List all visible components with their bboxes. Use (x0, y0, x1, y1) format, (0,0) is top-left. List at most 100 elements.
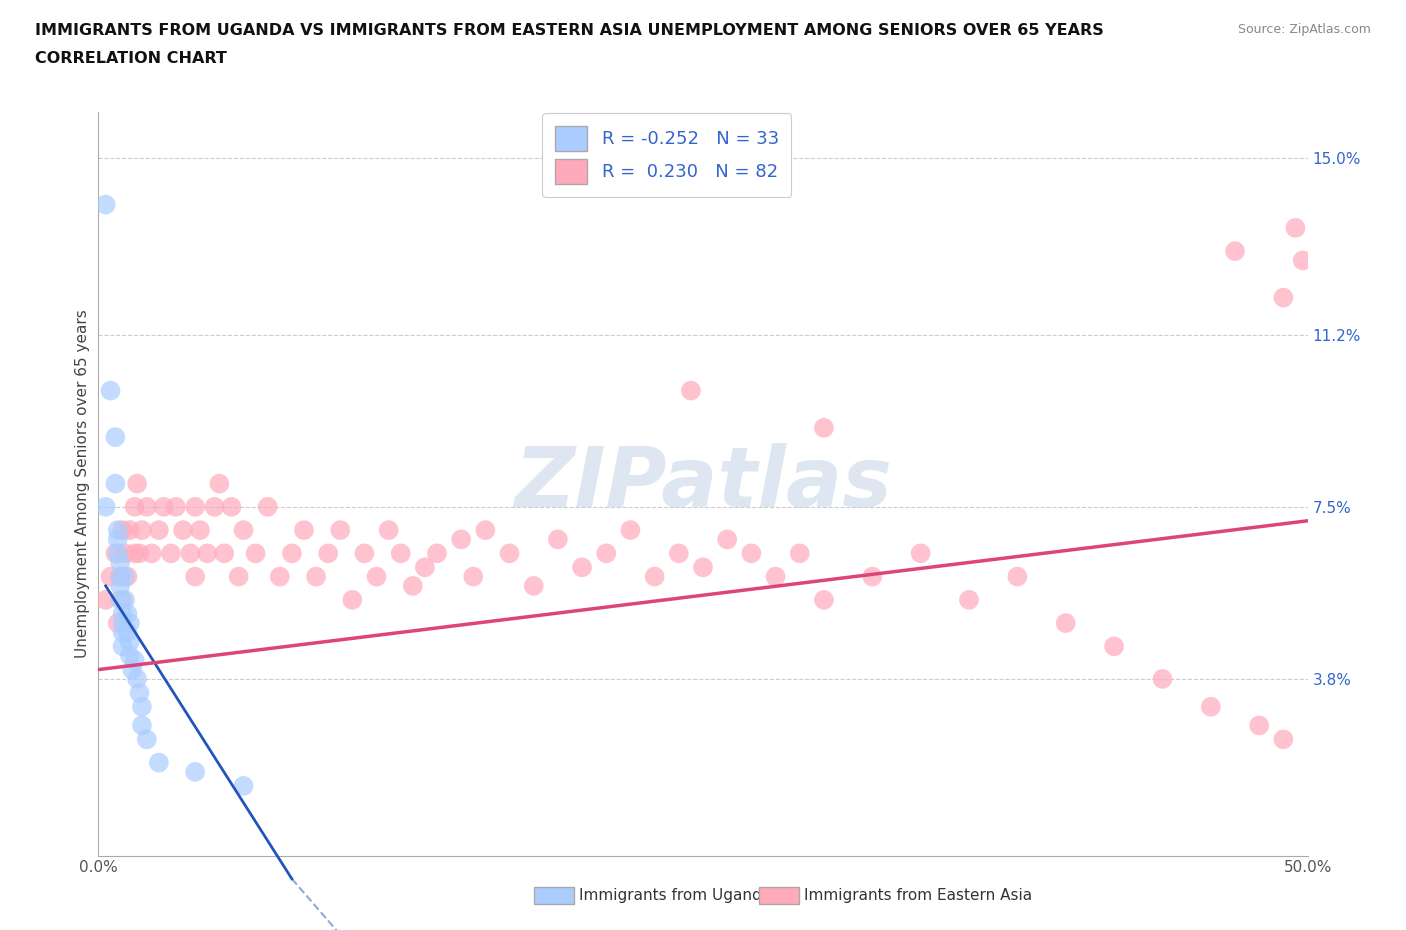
Point (1199, 699, 1222, 714)
Point (172, 523, 194, 538)
Point (135, 732, 157, 747)
Point (118, 616, 141, 631)
Point (195, 546, 218, 561)
Point (111, 616, 134, 631)
Point (281, 546, 304, 561)
Point (148, 755, 170, 770)
Point (595, 546, 617, 561)
Point (498, 546, 520, 561)
Text: IMMIGRANTS FROM UGANDA VS IMMIGRANTS FROM EASTERN ASIA UNEMPLOYMENT AMONG SENIOR: IMMIGRANTS FROM UGANDA VS IMMIGRANTS FRO… (35, 23, 1104, 38)
Point (450, 532, 472, 547)
Point (184, 499, 207, 514)
Point (813, 592, 835, 607)
Point (1292, 253, 1315, 268)
Point (118, 634, 141, 649)
Point (131, 718, 153, 733)
Point (114, 592, 136, 607)
Point (100, 383, 122, 398)
Point (111, 592, 134, 607)
Point (204, 499, 226, 514)
Point (342, 592, 364, 607)
Text: Immigrants from Eastern Asia: Immigrants from Eastern Asia (804, 888, 1032, 903)
Point (108, 569, 131, 584)
Point (148, 523, 170, 538)
Point (117, 569, 139, 584)
Point (1272, 290, 1295, 305)
Point (619, 523, 641, 538)
Point (245, 546, 267, 561)
Point (107, 616, 129, 631)
Point (111, 523, 134, 538)
Text: ZIPatlas: ZIPatlas (515, 443, 891, 525)
Point (1223, 244, 1246, 259)
Point (256, 499, 278, 514)
Text: CORRELATION CHART: CORRELATION CHART (35, 51, 226, 66)
Point (305, 569, 328, 584)
Point (108, 578, 131, 593)
Point (1249, 718, 1271, 733)
Point (1102, 639, 1125, 654)
Point (668, 546, 690, 561)
Point (108, 592, 131, 607)
Point (474, 523, 496, 538)
Point (131, 699, 153, 714)
Point (232, 523, 254, 538)
Point (127, 476, 149, 491)
Point (547, 532, 569, 547)
Point (165, 499, 187, 514)
Text: Source: ZipAtlas.com: Source: ZipAtlas.com (1237, 23, 1371, 36)
Point (765, 569, 787, 584)
Point (94, 197, 117, 212)
Point (124, 546, 146, 561)
Point (111, 639, 134, 654)
Point (389, 546, 412, 561)
Point (188, 523, 211, 538)
Point (316, 546, 339, 561)
Point (212, 546, 235, 561)
Point (135, 499, 157, 514)
Point (957, 592, 980, 607)
Point (118, 648, 141, 663)
Point (221, 499, 243, 514)
Point (94, 592, 117, 607)
Point (124, 499, 146, 514)
Point (124, 653, 146, 668)
Point (208, 476, 231, 491)
Point (108, 569, 131, 584)
Point (152, 499, 174, 514)
Point (107, 523, 129, 538)
Point (118, 523, 141, 538)
Point (107, 546, 129, 561)
Point (413, 560, 436, 575)
Point (141, 546, 163, 561)
Point (523, 578, 546, 593)
Point (128, 685, 150, 700)
Point (1272, 732, 1295, 747)
Point (160, 546, 183, 561)
Point (104, 476, 127, 491)
Point (94, 499, 117, 514)
Point (716, 532, 738, 547)
Point (269, 569, 291, 584)
Point (232, 778, 254, 793)
Point (128, 546, 150, 561)
Point (789, 546, 811, 561)
Point (329, 523, 352, 538)
Point (107, 532, 129, 547)
Point (377, 523, 399, 538)
Point (114, 569, 136, 584)
Point (402, 578, 425, 593)
Point (111, 625, 134, 640)
Point (571, 560, 593, 575)
Point (127, 671, 149, 686)
Point (184, 569, 207, 584)
Point (692, 560, 714, 575)
Point (117, 625, 139, 640)
Point (104, 546, 127, 561)
Point (117, 606, 139, 621)
Point (644, 569, 666, 584)
Point (131, 523, 153, 538)
Point (463, 569, 485, 584)
Point (100, 569, 122, 584)
Point (1152, 671, 1174, 686)
